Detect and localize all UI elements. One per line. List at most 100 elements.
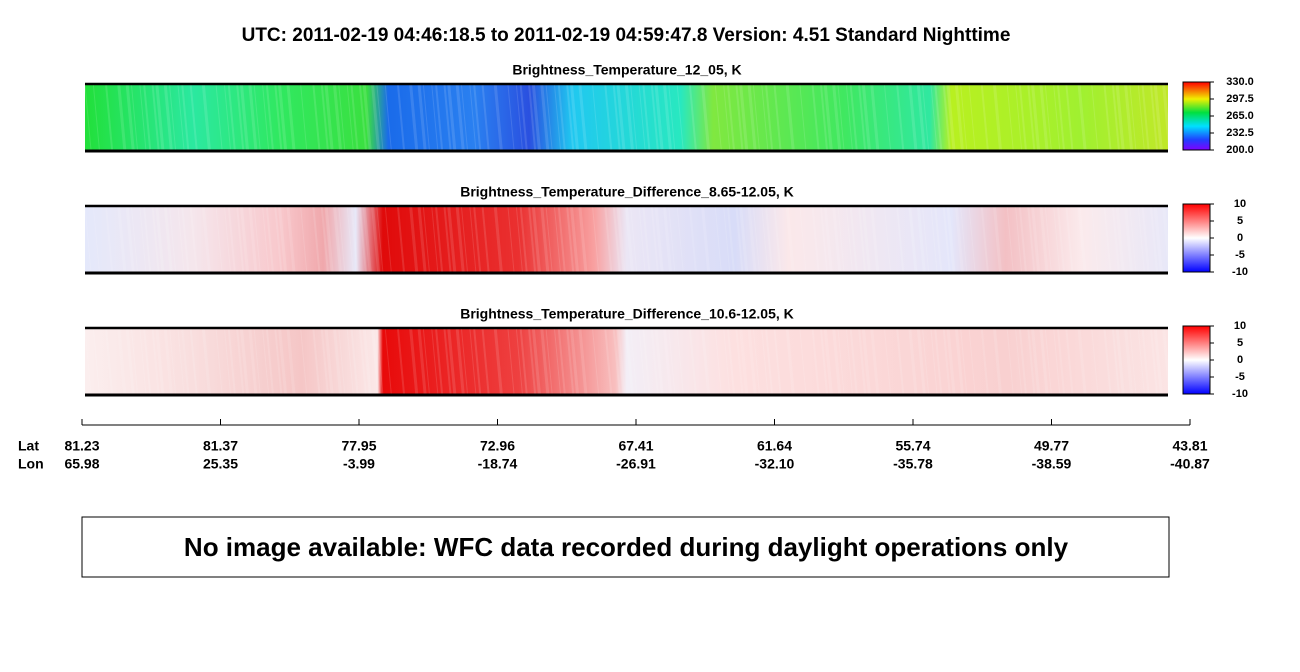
texture — [1129, 84, 1137, 151]
texture — [324, 328, 334, 395]
texture — [668, 206, 676, 273]
texture — [785, 206, 795, 273]
texture — [224, 206, 231, 273]
panel-image — [85, 85, 1168, 150]
texture — [493, 328, 503, 395]
texture — [447, 206, 457, 273]
texture — [320, 84, 329, 151]
texture — [761, 206, 769, 273]
texture — [417, 206, 427, 273]
texture — [201, 328, 211, 395]
texture — [131, 84, 138, 151]
texture — [201, 206, 211, 273]
texture — [333, 328, 342, 395]
texture — [922, 206, 930, 273]
texture — [1031, 84, 1041, 151]
texture — [845, 206, 853, 273]
lat-value: 77.95 — [341, 438, 376, 454]
texture — [227, 84, 236, 151]
lat-value: 55.74 — [895, 438, 930, 454]
texture — [481, 328, 490, 395]
texture — [531, 328, 541, 395]
panel-title: Brightness_Temperature_12_05, K — [512, 62, 741, 78]
texture — [1044, 328, 1052, 395]
texture — [727, 206, 735, 273]
texture — [765, 206, 774, 273]
texture — [515, 328, 523, 395]
texture — [84, 206, 92, 273]
texture — [942, 84, 951, 151]
texture — [884, 206, 891, 273]
texture — [980, 328, 989, 395]
colorbar-tick-label: -5 — [1235, 249, 1245, 261]
texture — [350, 206, 359, 273]
texture — [350, 84, 359, 151]
colorbar-tick-label: 330.0 — [1226, 76, 1254, 88]
texture — [823, 206, 833, 273]
texture — [811, 84, 820, 151]
texture — [338, 84, 346, 151]
texture — [346, 84, 354, 151]
texture — [469, 84, 477, 151]
texture — [624, 206, 634, 273]
texture — [832, 206, 842, 273]
texture — [117, 328, 127, 395]
texture — [592, 206, 600, 273]
texture — [837, 328, 845, 395]
lon-value: 65.98 — [64, 456, 99, 472]
texture — [861, 206, 871, 273]
note: No image available: WFC data recorded du… — [184, 532, 1069, 562]
texture — [422, 206, 430, 273]
texture — [638, 328, 646, 395]
texture — [785, 84, 795, 151]
texture — [528, 206, 537, 273]
texture — [557, 328, 566, 395]
texture — [1115, 84, 1125, 151]
texture — [993, 84, 1002, 151]
texture — [1091, 328, 1099, 395]
texture — [531, 206, 541, 273]
texture — [1115, 328, 1125, 395]
lon-value: -18.74 — [478, 456, 518, 472]
texture — [1141, 84, 1150, 151]
texture — [324, 206, 334, 273]
texture — [934, 84, 943, 151]
colorbar-tick-label: -10 — [1232, 388, 1248, 400]
texture — [105, 84, 114, 151]
texture — [616, 84, 626, 151]
texture — [435, 206, 444, 273]
texture — [723, 206, 731, 273]
texture — [752, 328, 760, 395]
texture — [916, 328, 926, 395]
texture — [286, 206, 296, 273]
texture — [849, 206, 858, 273]
texture — [849, 328, 858, 395]
texture — [139, 328, 147, 395]
texture — [312, 84, 321, 151]
texture — [612, 206, 621, 273]
texture — [447, 328, 457, 395]
lon-value: -32.10 — [755, 456, 795, 472]
texture — [515, 84, 523, 151]
texture — [870, 328, 880, 395]
texture — [189, 328, 198, 395]
texture — [612, 328, 621, 395]
texture — [908, 84, 918, 151]
texture — [676, 328, 684, 395]
texture — [371, 206, 381, 273]
texture — [761, 328, 769, 395]
panel-image — [85, 329, 1168, 394]
texture — [578, 206, 588, 273]
texture — [1044, 84, 1052, 151]
texture — [92, 84, 100, 151]
texture — [566, 84, 575, 151]
texture — [578, 328, 588, 395]
texture — [105, 206, 114, 273]
texture — [338, 206, 346, 273]
lat-value: 43.81 — [1172, 438, 1207, 454]
texture — [117, 84, 127, 151]
texture — [960, 328, 968, 395]
texture — [701, 84, 711, 151]
texture — [274, 206, 283, 273]
colorbar-tick-label: 10 — [1234, 198, 1246, 210]
